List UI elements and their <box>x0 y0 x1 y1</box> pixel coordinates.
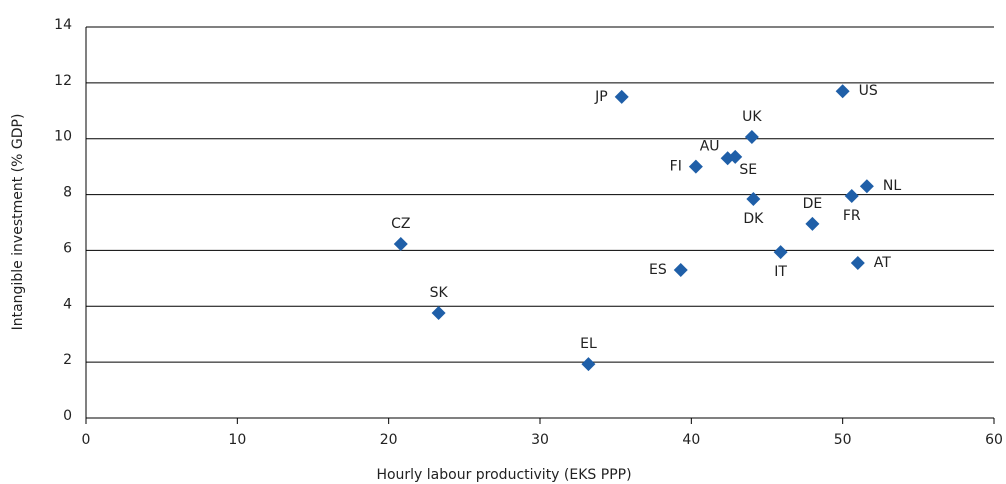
point <box>614 89 629 104</box>
point-label: ES <box>649 262 667 278</box>
point <box>744 130 759 145</box>
point <box>850 255 865 270</box>
point-label: DK <box>743 211 764 227</box>
x-tick-label: 20 <box>380 432 398 448</box>
y-tick-label: 12 <box>54 73 72 89</box>
point-label: EL <box>580 336 597 352</box>
x-tick-label: 30 <box>531 432 549 448</box>
point <box>431 305 446 320</box>
point-label: JP <box>594 89 608 105</box>
point-label: FR <box>843 208 861 224</box>
point <box>688 159 703 174</box>
point-label: SK <box>430 285 449 301</box>
x-tick-label: 0 <box>82 432 91 448</box>
y-tick-label: 4 <box>63 296 72 312</box>
point <box>746 192 761 207</box>
point-label: IT <box>774 264 787 280</box>
point <box>805 216 820 231</box>
point-label: AU <box>700 138 720 154</box>
y-tick-label: 10 <box>54 129 72 145</box>
x-axis-label: Hourly labour productivity (EKS PPP) <box>376 467 631 483</box>
y-tick-label: 0 <box>63 408 72 424</box>
point-label: UK <box>742 109 762 125</box>
point-label: US <box>859 83 878 99</box>
x-tick-label: 10 <box>228 432 246 448</box>
point <box>581 357 596 372</box>
y-tick-label: 8 <box>63 185 72 201</box>
point <box>673 262 688 277</box>
y-tick-label: 6 <box>63 240 72 256</box>
point <box>859 179 874 194</box>
x-tick-label: 50 <box>834 432 852 448</box>
y-tick-label: 14 <box>54 17 72 33</box>
y-axis-label: Intangible investment (% GDP) <box>10 114 26 331</box>
point <box>844 188 859 203</box>
point <box>728 149 743 164</box>
point-label: DE <box>803 196 823 212</box>
point-label: AT <box>874 255 891 271</box>
point <box>393 237 408 252</box>
point-label: CZ <box>391 216 410 232</box>
point <box>835 84 850 99</box>
point <box>773 245 788 260</box>
point-label: FI <box>670 159 682 175</box>
y-tick-label: 2 <box>63 352 72 368</box>
x-tick-label: 60 <box>985 432 1003 448</box>
x-tick-label: 40 <box>682 432 700 448</box>
point-label: SE <box>739 162 757 178</box>
point-label: NL <box>883 178 901 194</box>
